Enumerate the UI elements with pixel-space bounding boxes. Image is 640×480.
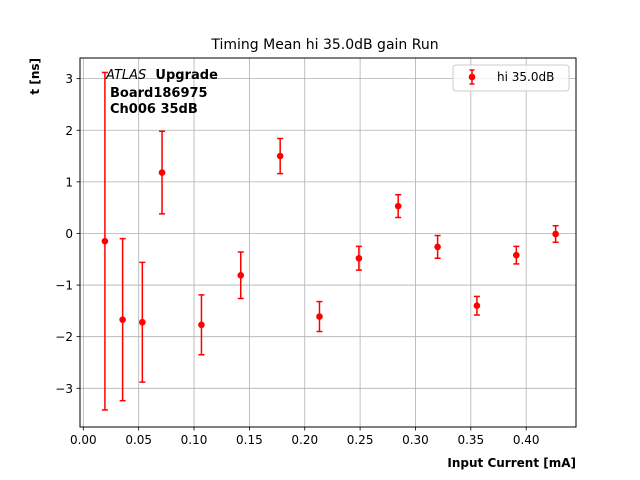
- data-point: [473, 302, 481, 310]
- data-point: [552, 230, 559, 238]
- y-tick-label: 2: [65, 124, 73, 138]
- data-point: [276, 152, 284, 160]
- atlas-label: ATLAS: [105, 68, 146, 83]
- svg-text:ATLAS Upgrade: ATLAS Upgrade: [105, 68, 218, 83]
- legend-marker-dot: [468, 73, 476, 81]
- x-tick-label: 0.30: [402, 433, 429, 447]
- x-tick-label: 0.00: [70, 433, 97, 447]
- chart-title: Timing Mean hi 35.0dB gain Run: [210, 37, 438, 53]
- y-axis-label: t [ns]: [28, 58, 42, 95]
- data-point: [355, 254, 363, 262]
- data-point: [434, 243, 441, 251]
- y-tick-label: −3: [55, 382, 73, 396]
- y-tick-label: 3: [65, 72, 73, 86]
- data-point: [139, 318, 146, 326]
- x-tick-label: 0.15: [236, 433, 263, 447]
- board-label: Board186975: [110, 86, 208, 101]
- x-tick-label: 0.20: [291, 433, 318, 447]
- y-tick-label: −2: [55, 330, 73, 344]
- upgrade-label: Upgrade: [155, 68, 218, 83]
- x-axis-label: Input Current [mA]: [447, 456, 576, 470]
- x-tick-label: 0.05: [125, 433, 152, 447]
- data-point: [198, 321, 205, 329]
- data-point: [158, 169, 166, 176]
- grid: [80, 58, 576, 427]
- error-bars: [101, 71, 559, 411]
- y-tick-label: 1: [65, 175, 73, 189]
- legend: hi 35.0dB: [452, 64, 570, 92]
- data-points: [101, 152, 559, 329]
- y-tick-label: −1: [55, 279, 73, 293]
- y-tick-label: 0: [65, 227, 73, 241]
- x-tick-label: 0.35: [457, 433, 484, 447]
- data-point: [101, 237, 109, 245]
- channel-label: Ch006 35dB: [110, 102, 198, 117]
- y-axis-ticks: −3 −2 −1 0 1 2 3: [55, 72, 80, 396]
- atlas-annotation: ATLAS Upgrade Board186975 Ch006 35dB: [105, 68, 218, 117]
- plot-frame: [79, 57, 577, 428]
- data-point: [394, 202, 402, 210]
- x-tick-label: 0.25: [347, 433, 374, 447]
- x-tick-label: 0.10: [181, 433, 208, 447]
- data-point: [237, 271, 245, 279]
- legend-series-label: hi 35.0dB: [497, 70, 554, 84]
- data-point: [316, 313, 323, 320]
- data-point: [119, 316, 126, 323]
- legend-box: [452, 64, 570, 92]
- x-tick-label: 0.40: [513, 433, 540, 447]
- x-axis-ticks: 0.00 0.05 0.10 0.15 0.20 0.25 0.30 0.35 0.40: [70, 427, 540, 447]
- data-point: [513, 251, 520, 259]
